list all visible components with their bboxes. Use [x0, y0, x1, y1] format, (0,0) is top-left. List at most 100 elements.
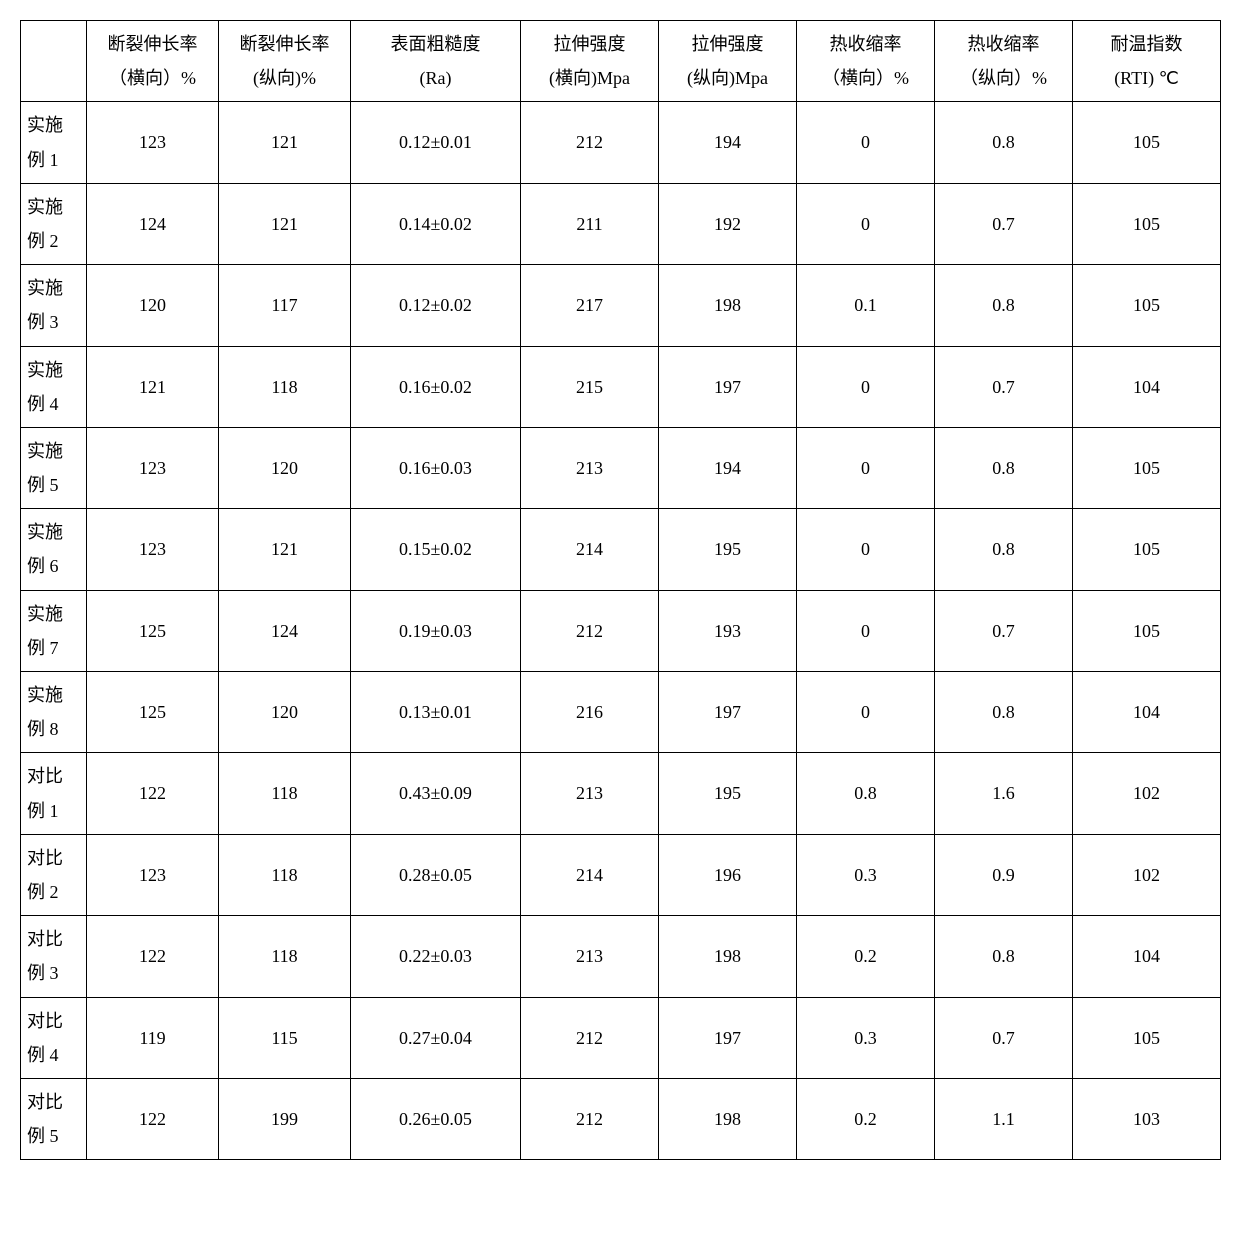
table-cell: 213 — [521, 427, 659, 508]
table-cell: 0.8 — [797, 753, 935, 834]
table-cell: 0.8 — [935, 916, 1073, 997]
table-cell: 212 — [521, 997, 659, 1078]
table-cell: 125 — [87, 590, 219, 671]
header-text: （纵向）% — [939, 61, 1068, 95]
table-cell: 123 — [87, 427, 219, 508]
table-cell: 195 — [659, 509, 797, 590]
table-cell: 0.43±0.09 — [351, 753, 521, 834]
table-cell: 104 — [1073, 672, 1221, 753]
table-cell: 199 — [219, 1078, 351, 1159]
row-label: 实施例 4 — [21, 346, 87, 427]
row-label-text: 对比 — [27, 759, 82, 793]
row-label-text: 例 3 — [27, 305, 82, 339]
row-label: 对比例 2 — [21, 834, 87, 915]
row-label-text: 实施 — [27, 434, 82, 468]
table-cell: 0.8 — [935, 427, 1073, 508]
table-cell: 198 — [659, 916, 797, 997]
table-row: 实施例 31201170.12±0.022171980.10.8105 — [21, 265, 1221, 346]
table-row: 实施例 71251240.19±0.0321219300.7105 — [21, 590, 1221, 671]
row-label-text: 实施 — [27, 271, 82, 305]
table-cell: 0.3 — [797, 997, 935, 1078]
table-cell: 1.6 — [935, 753, 1073, 834]
table-cell: 0.27±0.04 — [351, 997, 521, 1078]
table-cell: 125 — [87, 672, 219, 753]
row-label-text: 对比 — [27, 922, 82, 956]
table-cell: 0 — [797, 102, 935, 183]
table-cell: 197 — [659, 997, 797, 1078]
row-label-text: 对比 — [27, 1085, 82, 1119]
table-cell: 118 — [219, 753, 351, 834]
table-cell: 0.16±0.03 — [351, 427, 521, 508]
row-label-text: 例 2 — [27, 875, 82, 909]
data-table: 断裂伸长率 （横向）% 断裂伸长率 (纵向)% 表面粗糙度 (Ra) 拉伸强度 … — [20, 20, 1221, 1160]
row-label-text: 实施 — [27, 678, 82, 712]
table-cell: 104 — [1073, 916, 1221, 997]
table-cell: 122 — [87, 916, 219, 997]
header-blank — [21, 21, 87, 102]
row-label-text: 实施 — [27, 108, 82, 142]
row-label-text: 例 4 — [27, 1038, 82, 1072]
header-col-7: 热收缩率 （纵向）% — [935, 21, 1073, 102]
table-cell: 105 — [1073, 102, 1221, 183]
table-cell: 122 — [87, 1078, 219, 1159]
row-label-text: 实施 — [27, 190, 82, 224]
header-text: 表面粗糙度 — [355, 27, 516, 61]
header-col-6: 热收缩率 （横向）% — [797, 21, 935, 102]
table-cell: 1.1 — [935, 1078, 1073, 1159]
table-cell: 0.14±0.02 — [351, 183, 521, 264]
table-row: 实施例 51231200.16±0.0321319400.8105 — [21, 427, 1221, 508]
table-cell: 105 — [1073, 590, 1221, 671]
table-cell: 120 — [219, 427, 351, 508]
header-text: （横向）% — [801, 61, 930, 95]
header-text: (横向)Mpa — [525, 61, 654, 95]
table-cell: 197 — [659, 346, 797, 427]
table-cell: 118 — [219, 834, 351, 915]
header-col-2: 断裂伸长率 (纵向)% — [219, 21, 351, 102]
header-text: 断裂伸长率 — [223, 27, 346, 61]
table-cell: 212 — [521, 102, 659, 183]
header-text: (纵向)Mpa — [663, 61, 792, 95]
row-label-text: 例 5 — [27, 468, 82, 502]
table-cell: 118 — [219, 916, 351, 997]
table-row: 实施例 11231210.12±0.0121219400.8105 — [21, 102, 1221, 183]
table-cell: 0.19±0.03 — [351, 590, 521, 671]
table-cell: 0.2 — [797, 916, 935, 997]
table-cell: 0 — [797, 590, 935, 671]
row-label-text: 对比 — [27, 1004, 82, 1038]
table-cell: 121 — [219, 183, 351, 264]
row-label-text: 例 5 — [27, 1119, 82, 1153]
table-row: 实施例 81251200.13±0.0121619700.8104 — [21, 672, 1221, 753]
table-row: 对比例 51221990.26±0.052121980.21.1103 — [21, 1078, 1221, 1159]
table-cell: 213 — [521, 916, 659, 997]
table-cell: 121 — [219, 509, 351, 590]
table-cell: 197 — [659, 672, 797, 753]
table-cell: 0.28±0.05 — [351, 834, 521, 915]
table-header-row: 断裂伸长率 （横向）% 断裂伸长率 (纵向)% 表面粗糙度 (Ra) 拉伸强度 … — [21, 21, 1221, 102]
table-cell: 124 — [87, 183, 219, 264]
table-cell: 0.8 — [935, 102, 1073, 183]
table-cell: 120 — [219, 672, 351, 753]
table-cell: 124 — [219, 590, 351, 671]
row-label: 实施例 1 — [21, 102, 87, 183]
table-cell: 0 — [797, 346, 935, 427]
table-cell: 0 — [797, 427, 935, 508]
table-cell: 0.8 — [935, 265, 1073, 346]
row-label: 对比例 5 — [21, 1078, 87, 1159]
table-cell: 196 — [659, 834, 797, 915]
table-cell: 216 — [521, 672, 659, 753]
table-cell: 105 — [1073, 183, 1221, 264]
table-cell: 194 — [659, 427, 797, 508]
row-label-text: 实施 — [27, 515, 82, 549]
table-cell: 198 — [659, 1078, 797, 1159]
table-cell: 215 — [521, 346, 659, 427]
table-cell: 0.13±0.01 — [351, 672, 521, 753]
table-cell: 217 — [521, 265, 659, 346]
header-col-3: 表面粗糙度 (Ra) — [351, 21, 521, 102]
header-text: (纵向)% — [223, 61, 346, 95]
header-col-5: 拉伸强度 (纵向)Mpa — [659, 21, 797, 102]
table-cell: 123 — [87, 102, 219, 183]
table-cell: 214 — [521, 834, 659, 915]
row-label: 实施例 7 — [21, 590, 87, 671]
row-label: 对比例 3 — [21, 916, 87, 997]
header-col-1: 断裂伸长率 （横向）% — [87, 21, 219, 102]
